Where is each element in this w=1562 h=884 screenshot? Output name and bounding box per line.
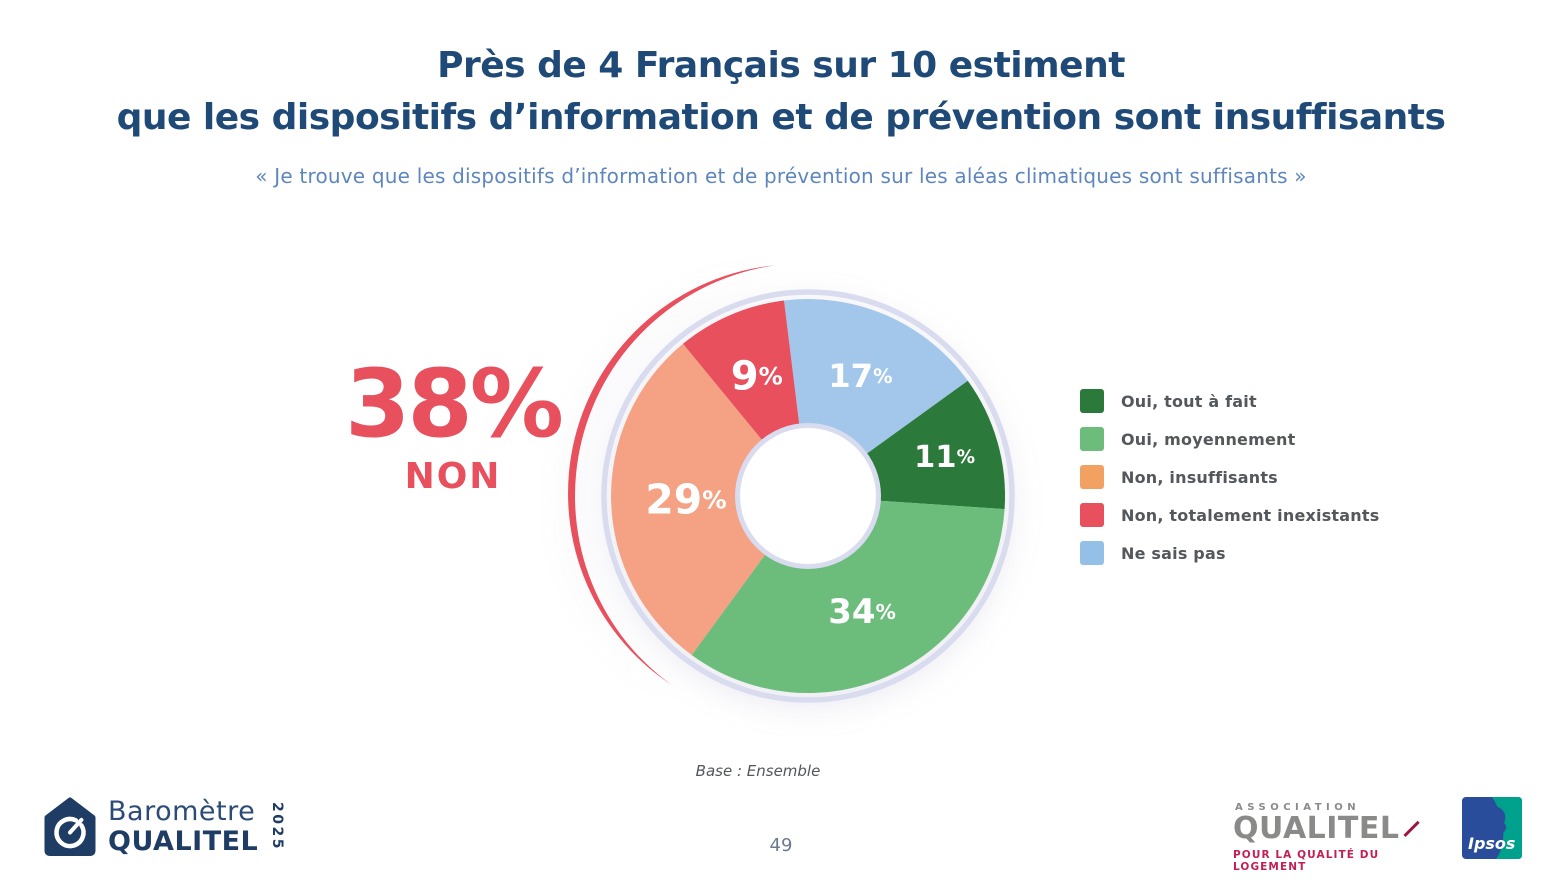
legend-item-label: Non, insuffisants <box>1121 467 1278 487</box>
slice-value-label-1: 11% <box>914 439 975 474</box>
legend-item-0: Oui, tout à fait <box>1080 382 1379 420</box>
svg-text:Ipsos: Ipsos <box>1468 834 1515 853</box>
title-line-2: que les dispositifs d’information et de … <box>116 97 1446 139</box>
association-qualitel-logo: ASSOCIATION QUALITEL POUR LA QUALITÉ DU … <box>1233 802 1420 873</box>
non-callout-label: NON <box>404 456 502 497</box>
page-number: 49 <box>769 835 793 856</box>
legend-item-3: Non, totalement inexistants <box>1080 496 1379 534</box>
slice-value-label-0: 17% <box>828 357 892 395</box>
donut-inner-ring <box>735 423 881 569</box>
legend-swatch-icon <box>1080 465 1104 489</box>
legend-swatch-icon <box>1080 427 1104 451</box>
slice-value-label-2: 34% <box>828 592 896 632</box>
legend-swatch-icon <box>1080 541 1104 565</box>
base-note: Base : Ensemble <box>695 762 821 780</box>
barometre-label: Baromètre <box>108 795 256 827</box>
chart-legend: Oui, tout à fait Oui, moyennement Non, ins… <box>1080 382 1379 572</box>
ipsos-logo: Ipsos <box>1462 797 1522 859</box>
association-label: ASSOCIATION <box>1235 802 1361 813</box>
donut-slice-3 <box>611 343 767 655</box>
donut-chart: 17% 11% 34% 29% 9% <box>568 265 1015 703</box>
association-qualitel-name: QUALITEL <box>1233 811 1400 846</box>
legend-item-label: Oui, moyennement <box>1121 429 1296 449</box>
barometre-qualitel-logo: Baromètre QUALITEL 2025 <box>44 795 285 857</box>
legend-item-label: Ne sais pas <box>1121 543 1226 563</box>
question-subtitle: « Je trouve que les dispositifs d’inform… <box>255 164 1307 188</box>
slice-value-label-3: 29% <box>645 475 726 523</box>
legend-swatch-icon <box>1080 389 1104 413</box>
house-gauge-icon <box>44 797 96 856</box>
non-callout-value: 38% <box>345 350 564 459</box>
title-line-1: Près de 4 Français sur 10 estiment <box>437 45 1125 86</box>
legend-item-label: Oui, tout à fait <box>1121 391 1257 411</box>
legend-item-2: Non, insuffisants <box>1080 458 1379 496</box>
donut-slice-2 <box>691 500 1005 694</box>
non-callout: 38% NON <box>338 350 568 498</box>
legend-swatch-icon <box>1080 503 1104 527</box>
page-title: Près de 4 Français sur 10 estiment que l… <box>0 40 1562 144</box>
qualitel-label: QUALITEL <box>108 825 259 857</box>
donut-hole <box>736 424 880 568</box>
legend-item-label: Non, totalement inexistants <box>1121 505 1380 525</box>
legend-item-4: Ne sais pas <box>1080 534 1379 572</box>
donut-outer-ring <box>601 289 1015 703</box>
association-name-row: QUALITEL <box>1233 811 1420 846</box>
barometre-qualitel-text: Baromètre QUALITEL 2025 <box>108 795 285 857</box>
donut-slice-4 <box>683 300 800 442</box>
donut-slice-1 <box>864 380 1006 510</box>
legend-item-1: Oui, moyennement <box>1080 420 1379 458</box>
barometre-year: 2025 <box>269 801 285 851</box>
slice-value-label-4: 9% <box>731 354 783 400</box>
association-tagline: POUR LA QUALITÉ DU LOGEMENT <box>1233 849 1380 873</box>
donut-slice-0 <box>784 299 968 456</box>
